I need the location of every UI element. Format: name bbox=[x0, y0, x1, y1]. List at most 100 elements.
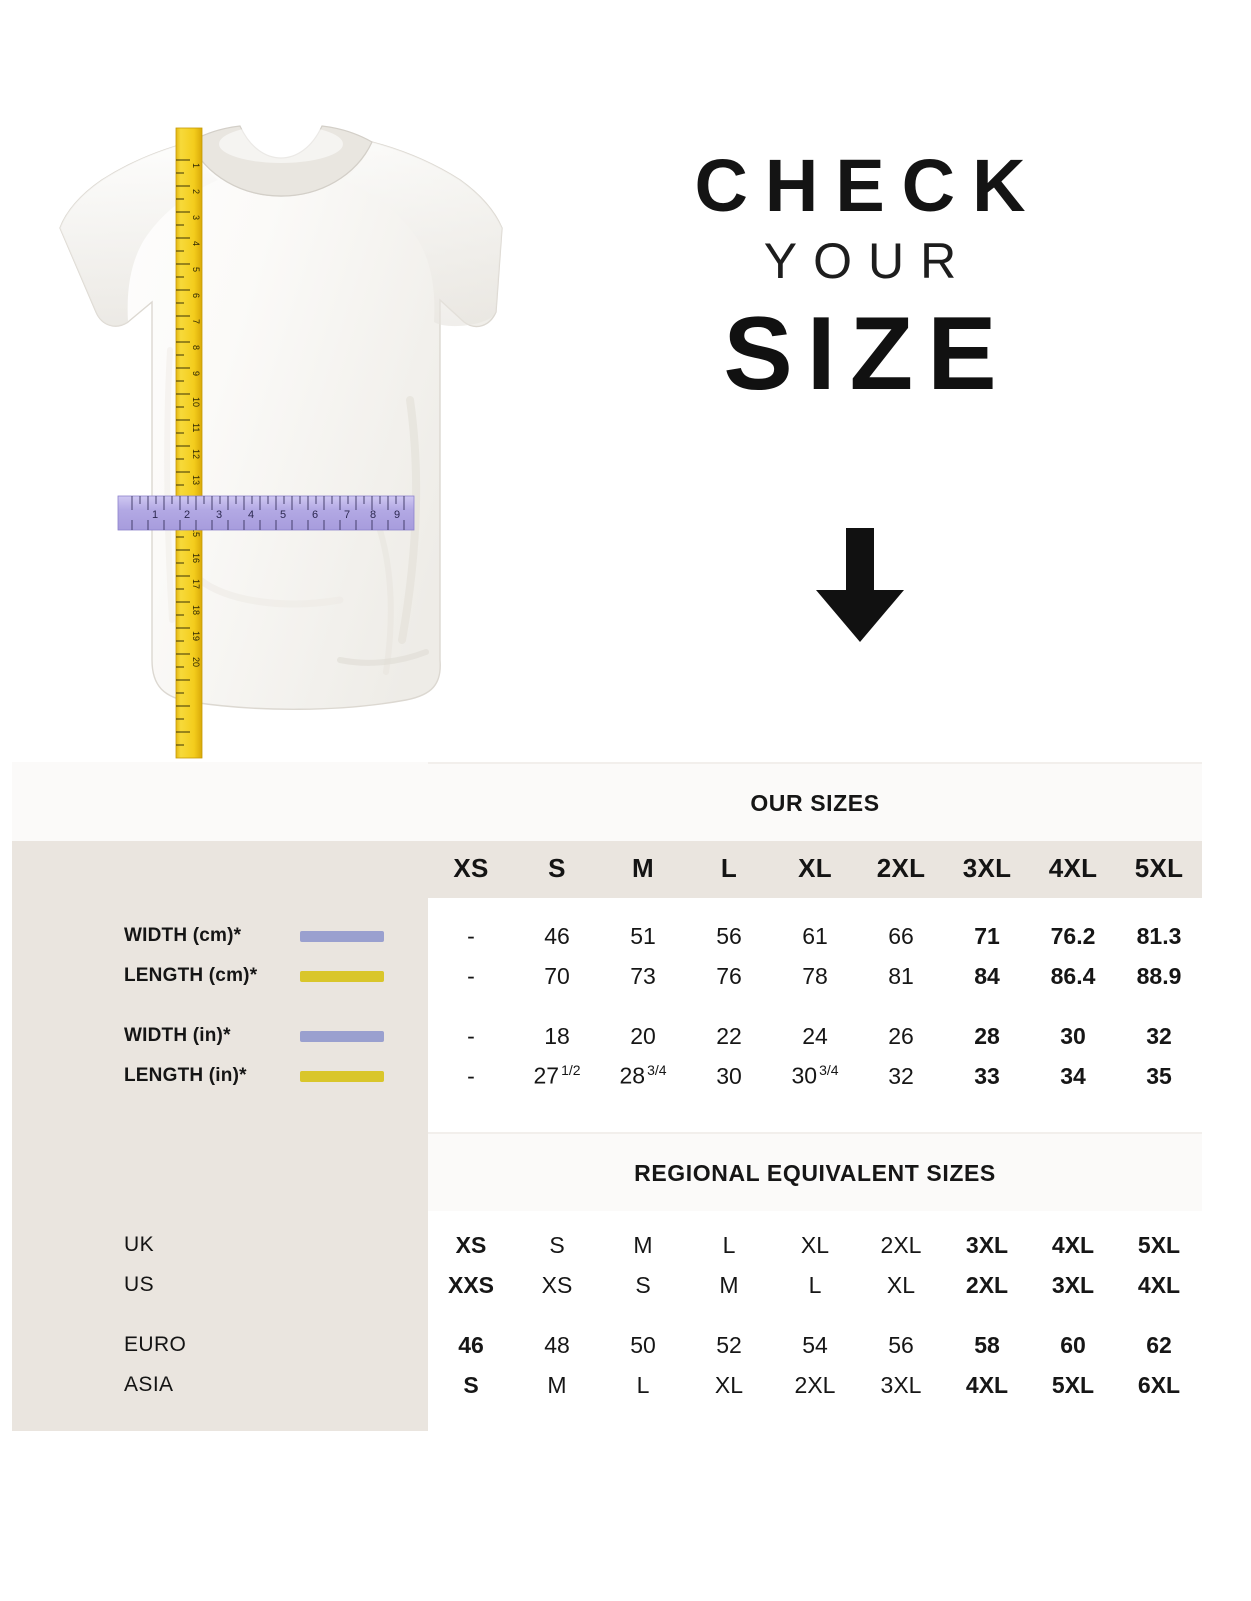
svg-text:12: 12 bbox=[191, 449, 201, 459]
cell: 78 bbox=[802, 962, 828, 989]
table-row: - 18 20 22 24 26 28 30 32 bbox=[428, 1016, 1202, 1056]
cell-value: - bbox=[467, 1062, 475, 1089]
cell: 4XL bbox=[1051, 1231, 1095, 1258]
measurement-label-row: LENGTH (cm)* bbox=[12, 956, 428, 996]
band-label-spacer bbox=[12, 762, 428, 841]
svg-text:4: 4 bbox=[191, 241, 201, 246]
table-row: XXS XS S M L XL 2XL 3XL 4XL bbox=[428, 1265, 1202, 1305]
measurement-label-row: WIDTH (in)* bbox=[12, 1016, 428, 1056]
cell-value: 32 bbox=[888, 1062, 914, 1089]
table-row: XS S M L XL 2XL 3XL 4XL 5XL bbox=[428, 1225, 1202, 1265]
band-label-spacer bbox=[12, 1132, 428, 1211]
svg-text:3: 3 bbox=[216, 509, 222, 521]
region-values-column: XS S M L XL 2XL 3XL 4XL 5XL XXS XS S M L… bbox=[428, 1211, 1202, 1431]
cell: 66 bbox=[888, 922, 914, 949]
cell: L bbox=[808, 1271, 822, 1298]
svg-text:8: 8 bbox=[191, 345, 201, 350]
region-label-euro: EURO bbox=[124, 1333, 187, 1356]
cell: XL bbox=[714, 1371, 744, 1398]
region-label-uk: UK bbox=[124, 1233, 154, 1256]
cell: L bbox=[636, 1371, 650, 1398]
headline-line-your: YOUR bbox=[763, 232, 973, 289]
width-swatch-icon bbox=[300, 930, 384, 942]
shirt-body bbox=[59, 125, 503, 710]
width-swatch-icon bbox=[300, 1030, 384, 1042]
size-header-4xl: 4XL bbox=[1048, 853, 1098, 883]
row-spacer bbox=[428, 996, 1202, 1016]
cell-fraction: 1/2 bbox=[561, 1062, 581, 1079]
cell: 28 3/4 bbox=[600, 1062, 686, 1090]
regional-sizes-band: REGIONAL EQUIVALENT SIZES bbox=[12, 1132, 1202, 1211]
svg-text:20: 20 bbox=[191, 657, 201, 667]
cell: 3XL bbox=[1051, 1271, 1095, 1298]
svg-text:7: 7 bbox=[344, 509, 350, 521]
cell: 61 bbox=[802, 922, 828, 949]
svg-text:1: 1 bbox=[152, 509, 158, 521]
cell: 28 bbox=[974, 1022, 1000, 1049]
cell: XS bbox=[455, 1231, 487, 1258]
cell: 33 bbox=[974, 1062, 1000, 1089]
regional-block: UK US EURO ASIA XS S M L XL 2XL 3XL 4XL … bbox=[12, 1211, 1202, 1431]
headline-line-size: SIZE bbox=[723, 296, 1011, 413]
svg-text:2: 2 bbox=[184, 509, 190, 521]
row-spacer bbox=[428, 1305, 1202, 1325]
cell: - bbox=[428, 1063, 514, 1090]
svg-text:5: 5 bbox=[280, 509, 286, 521]
cell: 86.4 bbox=[1050, 962, 1096, 989]
cell: 56 bbox=[716, 922, 742, 949]
cell: 2XL bbox=[794, 1371, 836, 1398]
size-chart-table: OUR SIZES XS S M L XL 2XL 3XL 4XL 5XL WI… bbox=[12, 762, 1202, 1431]
cell: 24 bbox=[802, 1022, 828, 1049]
cell-value: 30 bbox=[716, 1062, 742, 1089]
cell: 32 bbox=[1146, 1022, 1172, 1049]
cell: 88.9 bbox=[1136, 962, 1182, 989]
svg-text:2: 2 bbox=[191, 189, 201, 194]
cell: 46 bbox=[544, 922, 570, 949]
our-sizes-title: OUR SIZES bbox=[428, 762, 1202, 841]
our-sizes-band: OUR SIZES bbox=[12, 762, 1202, 841]
cell: 2XL bbox=[965, 1271, 1009, 1298]
measurement-label-row: WIDTH (cm)* bbox=[12, 916, 428, 956]
cell: XL bbox=[886, 1271, 916, 1298]
table-row: S M L XL 2XL 3XL 4XL 5XL 6XL bbox=[428, 1365, 1202, 1405]
cell: 54 bbox=[802, 1331, 828, 1358]
size-header-m: M bbox=[632, 853, 654, 883]
size-header-3xl: 3XL bbox=[962, 853, 1012, 883]
cell: 18 bbox=[544, 1022, 570, 1049]
size-header-xs: XS bbox=[453, 853, 489, 883]
svg-text:6: 6 bbox=[312, 509, 318, 521]
cell: 20 bbox=[630, 1022, 656, 1049]
svg-text:9: 9 bbox=[191, 371, 201, 376]
table-row: - 70 73 76 78 81 84 86.4 88.9 bbox=[428, 956, 1202, 996]
cell: - bbox=[467, 1022, 475, 1049]
headline-block: CHECK YOUR SIZE bbox=[600, 144, 1120, 413]
cell-value: 30 bbox=[791, 1062, 818, 1089]
horizontal-ruler-icon: 1 2 3 4 5 6 7 8 9 bbox=[117, 495, 415, 531]
vertical-tape-measure-icon: 1 2 3 4 5 6 7 8 9 10 11 12 13 14 15 16 1 bbox=[175, 127, 203, 759]
label-spacer bbox=[12, 1305, 428, 1325]
tshirt-measurement-illustration: 1 2 3 4 5 6 7 8 9 10 11 12 13 14 15 16 1 bbox=[40, 100, 520, 760]
cell: 32 bbox=[858, 1063, 944, 1090]
label-spacer bbox=[12, 996, 428, 1016]
cell: 71 bbox=[974, 922, 1000, 949]
svg-text:18: 18 bbox=[191, 605, 201, 615]
svg-text:7: 7 bbox=[191, 319, 201, 324]
svg-text:9: 9 bbox=[394, 509, 400, 521]
cell: 4XL bbox=[965, 1371, 1009, 1398]
svg-text:19: 19 bbox=[191, 631, 201, 641]
svg-text:10: 10 bbox=[191, 397, 201, 407]
cell: S bbox=[549, 1231, 565, 1258]
svg-text:11: 11 bbox=[191, 423, 201, 432]
cell: 3XL bbox=[965, 1231, 1009, 1258]
cell: 34 bbox=[1060, 1062, 1086, 1089]
cell: 70 bbox=[544, 962, 570, 989]
cell: 50 bbox=[630, 1331, 656, 1358]
size-header-cells: XS S M L XL 2XL 3XL 4XL 5XL bbox=[428, 841, 1202, 898]
table-row: 46 48 50 52 54 56 58 60 62 bbox=[428, 1325, 1202, 1365]
cell: M bbox=[719, 1271, 739, 1298]
size-header-5xl: 5XL bbox=[1134, 853, 1184, 883]
measurement-label-length-in: LENGTH (in)* bbox=[124, 1065, 247, 1086]
headline-line-check: CHECK bbox=[694, 144, 1043, 227]
cell: 56 bbox=[888, 1331, 914, 1358]
cell: XL bbox=[800, 1231, 830, 1258]
